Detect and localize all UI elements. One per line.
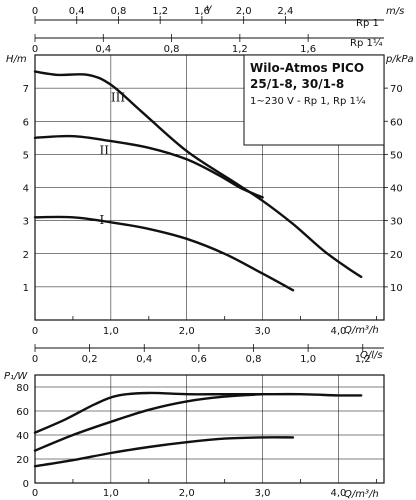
power-curves: [33, 391, 363, 468]
power-y-tick-label: 80: [16, 383, 29, 394]
power-y-tick-label: 20: [16, 455, 29, 466]
power-y-axis-label: P₁/W: [4, 371, 28, 382]
power-chart-panel: 0 1,0 2,0 3,0 4,0 0 20 40 60 80 0 0,2 0,4 0,6 0,8 1,0 1,…: [4, 344, 385, 500]
y-tick-label: 3: [23, 217, 29, 228]
flow-ls-tick-label: 1,2: [355, 354, 371, 365]
power-plot-frame: [34, 374, 385, 484]
y-right-tick-label: 10: [390, 283, 403, 294]
title-box-frame: [243, 54, 385, 146]
y-right-tick-label: 60: [390, 117, 403, 128]
velocity-tick-label: 0,4: [69, 6, 85, 17]
power-x-tick-label: 2,0: [179, 488, 195, 499]
x-tick-label: 2,0: [179, 326, 195, 337]
chart-subtitle-supply: 1~230 V - Rp 1, Rp 1¼: [250, 95, 366, 107]
velocity-tick-label: 1,6: [194, 6, 210, 17]
y-tick-label: 5: [23, 150, 29, 161]
velocity-tick-label: 0: [32, 6, 38, 17]
velocity-tick-label: 2,0: [236, 6, 252, 17]
y-tick-label: 6: [23, 117, 29, 128]
y-tick-label: 7: [23, 84, 29, 95]
x-tick-label: 1,0: [103, 326, 119, 337]
title-box: Wilo-Atmos PICO 25/1-8, 30/1-8 1~230 V -…: [243, 54, 385, 146]
power-x-tick-label: 4,0: [331, 488, 347, 499]
chart-title: Wilo-Atmos PICO: [250, 61, 364, 75]
power-y-tick-label: 60: [16, 407, 29, 418]
velocity-tick-label: 1,2: [152, 6, 168, 17]
head-chart-panel: 0 1,0 2,0 3,0 4,0 1 2 3 4 5 6 7 10 20 30 40 50 60 70 0 0,4 0,…: [6, 3, 414, 337]
power-y-tick-label: 0: [23, 479, 29, 490]
curve-label-III: III: [111, 90, 125, 104]
rp-tick-label: 0: [32, 44, 38, 55]
rp-tick-label: 0,4: [95, 44, 111, 55]
power-curve: [33, 393, 264, 452]
curve-speed-I: [33, 215, 295, 292]
velocity-tick-label: 0,8: [111, 6, 127, 17]
flow-ls-tick-label: 1,0: [300, 354, 316, 365]
velocity-tick-label: 2,4: [277, 6, 293, 17]
y-right-axis-label: p/kPa: [385, 54, 414, 65]
power-x-tick-label: 3,0: [255, 488, 271, 499]
chart-subtitle-models: 25/1-8, 30/1-8: [250, 77, 344, 91]
power-x-tick-label: 0: [32, 488, 38, 499]
x-tick-label: 3,0: [255, 326, 271, 337]
y-right-tick-label: 30: [390, 217, 403, 228]
y-right-tick-label: 70: [390, 84, 403, 95]
rp-tick-label: 1,6: [300, 44, 316, 55]
y-tick-label: 2: [23, 250, 29, 261]
y-tick-label: 4: [23, 184, 29, 195]
rp1-axis-label: Rp 1: [356, 18, 379, 29]
flow-ls-tick-label: 0,2: [82, 354, 98, 365]
rp-tick-label: 0,8: [164, 44, 180, 55]
curve-speed-II: [33, 134, 264, 199]
velocity-unit-label: m/s: [386, 6, 404, 17]
rp114-axis-label: Rp 1¼: [350, 37, 383, 49]
y-right-tick-label: 20: [390, 250, 403, 261]
power-x-axis-label: Q/m³/h: [344, 489, 379, 500]
x-tick-label: 4,0: [331, 326, 347, 337]
head-chart-grid: [34, 55, 384, 320]
flow-ls-tick-label: 0,4: [136, 354, 152, 365]
y-tick-label: 1: [23, 283, 29, 294]
y-right-tick-label: 40: [390, 184, 403, 195]
flow-ls-tick-label: 0,8: [246, 354, 262, 365]
flow-ls-tick-label: 0: [32, 354, 38, 365]
power-y-tick-label: 40: [16, 431, 29, 442]
velocity-axis-label: v: [206, 3, 213, 14]
y-axis-label: H/m: [6, 54, 27, 65]
y-right-tick-label: 50: [390, 150, 403, 161]
power-x-tick-label: 1,0: [103, 488, 119, 499]
power-curve: [33, 391, 363, 434]
rp-tick-label: 1,2: [232, 44, 248, 55]
curve-speed-III: [33, 70, 363, 279]
flow-ls-axis-label: Q/l/s: [360, 350, 383, 361]
flow-ls-tick-label: 0,6: [191, 354, 207, 365]
curve-label-II: II: [99, 143, 109, 157]
curve-label-I: I: [99, 213, 104, 227]
x-axis-label: Q/m³/h: [344, 325, 379, 336]
x-tick-label: 0: [32, 326, 38, 337]
head-curves: [33, 70, 363, 292]
power-curve: [33, 436, 295, 468]
